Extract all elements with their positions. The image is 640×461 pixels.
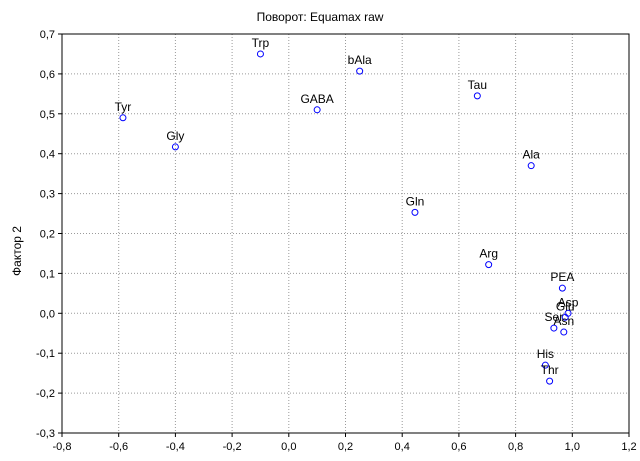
y-tick-label: 0,5	[40, 109, 55, 121]
point-label: Gln	[406, 194, 425, 208]
y-tick-label: 0,3	[40, 189, 55, 201]
data-point-his	[541, 361, 549, 369]
y-tick-label: 0,2	[40, 229, 55, 241]
grid	[62, 34, 629, 433]
point-label: Asn	[553, 314, 574, 328]
plot-frame	[61, 33, 630, 434]
point-label: Gly	[166, 129, 184, 143]
x-tick-label: -0,6	[109, 441, 128, 453]
y-tick-label: 0,4	[40, 149, 55, 161]
data-point-pea	[558, 284, 566, 292]
point-label: Glu	[556, 299, 575, 313]
x-tick-label: 1,2	[621, 441, 636, 453]
y-tick-label: -0,2	[36, 388, 55, 400]
point-label: Ser	[545, 310, 564, 324]
point-label: Arg	[479, 247, 498, 261]
point-label: bAla	[348, 53, 372, 67]
data-point-thr	[546, 377, 554, 385]
y-tick-label: -0,1	[36, 348, 55, 360]
x-tick-label: -0,8	[53, 441, 72, 453]
data-point-gaba	[313, 106, 321, 114]
data-point-tau	[473, 92, 481, 100]
y-tick-label: 0,6	[40, 69, 55, 81]
data-point-asn	[560, 328, 568, 336]
x-tick-label: 0,2	[338, 441, 353, 453]
point-label: PEA	[550, 270, 574, 284]
data-point-arg	[485, 261, 493, 269]
point-label: His	[537, 347, 554, 361]
data-point-tyr	[119, 114, 127, 122]
data-point-gln	[411, 208, 419, 216]
y-axis-label: Фактор 2	[10, 226, 24, 276]
data-point-bala	[356, 67, 364, 75]
y-tick-label: 0,1	[40, 268, 55, 280]
x-tick-label: 0,8	[508, 441, 523, 453]
point-label: Tyr	[115, 100, 132, 114]
data-point-trp	[256, 50, 264, 58]
data-point-ser	[550, 324, 558, 332]
point-label: Tau	[468, 78, 487, 92]
x-tick-label: -0,4	[166, 441, 185, 453]
point-label: Trp	[252, 36, 270, 50]
y-tick-label: -0,3	[36, 428, 55, 440]
data-point-ala	[527, 162, 535, 170]
x-tick-label: 0,4	[395, 441, 410, 453]
y-tick-label: 0,7	[40, 29, 55, 41]
x-tick-label: 0,0	[281, 441, 296, 453]
data-point-glu	[561, 313, 569, 321]
x-tick-label: -0,2	[223, 441, 242, 453]
y-tick-label: 0,0	[40, 308, 55, 320]
x-tick-label: 0,6	[451, 441, 466, 453]
x-tick-label: 1,0	[565, 441, 580, 453]
point-label: Asp	[558, 295, 579, 309]
data-points: Trp bAla Tau GABA Tyr Gly Ala Gln Arg PEA AspGluSe…	[115, 36, 579, 385]
point-label: Ala	[523, 148, 541, 162]
point-label: Thr	[541, 363, 559, 377]
point-label: GABA	[300, 92, 333, 106]
axis-ticks: -0,8 -0,6 -0,4 -0,2 0,0 0,2 0,4 0,6 0,8 1,0 1,2 -0,…	[36, 29, 637, 453]
data-point-gly	[171, 143, 179, 151]
chart-title: Поворот: Equamax raw	[257, 10, 384, 24]
